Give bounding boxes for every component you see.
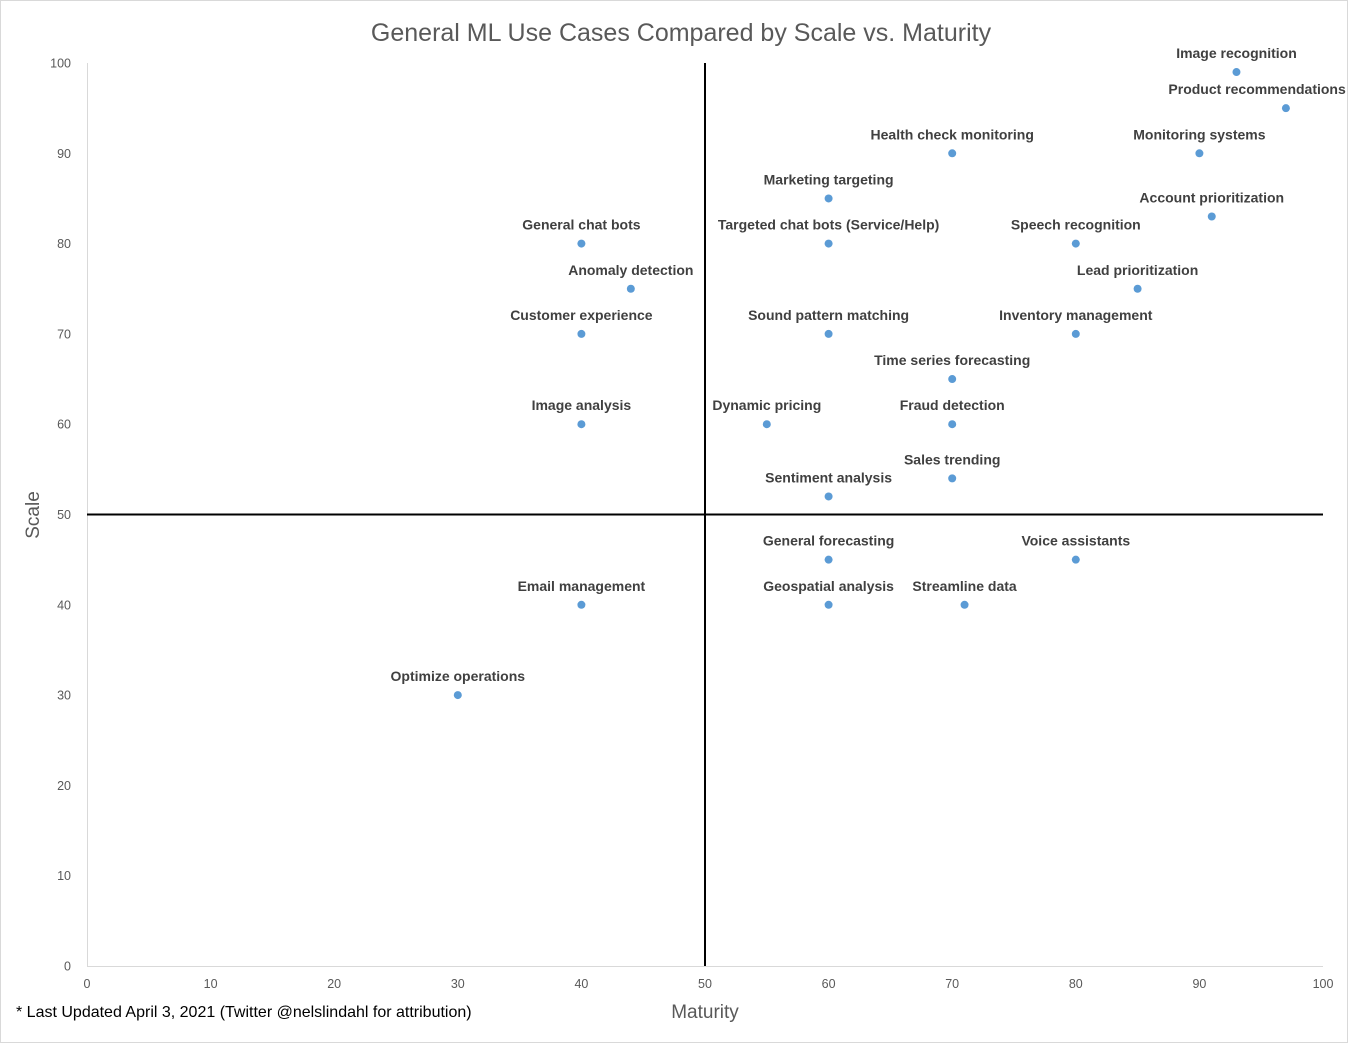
data-point	[1133, 284, 1142, 293]
data-points	[453, 68, 1290, 700]
data-point	[453, 691, 462, 700]
data-point	[1071, 555, 1080, 564]
data-label: Customer experience	[510, 307, 653, 323]
x-tick-label: 0	[84, 977, 91, 991]
y-tick-label: 10	[57, 869, 71, 883]
data-label: General chat bots	[522, 217, 640, 233]
data-point	[1195, 149, 1204, 158]
x-tick-label: 70	[945, 977, 959, 991]
data-label: Time series forecasting	[874, 352, 1030, 368]
data-label: Speech recognition	[1011, 217, 1141, 233]
x-tick-label: 40	[574, 977, 588, 991]
x-tick-label: 80	[1069, 977, 1083, 991]
data-point	[948, 420, 957, 429]
y-tick-label: 50	[57, 508, 71, 522]
data-point	[948, 375, 957, 384]
data-point	[960, 600, 969, 609]
data-point	[1071, 239, 1080, 248]
data-point	[1232, 68, 1241, 77]
x-tick-label: 90	[1192, 977, 1206, 991]
data-label: Inventory management	[999, 307, 1153, 323]
data-label: General forecasting	[763, 533, 895, 549]
data-label: Account prioritization	[1139, 190, 1284, 206]
y-tick-label: 80	[57, 237, 71, 251]
data-label: Image recognition	[1176, 45, 1297, 61]
x-tick-label: 50	[698, 977, 712, 991]
data-point	[948, 474, 957, 483]
data-label: Geospatial analysis	[763, 578, 894, 594]
y-tick-label: 30	[57, 689, 71, 703]
data-label: Image analysis	[532, 397, 632, 413]
x-tick-label: 100	[1313, 977, 1334, 991]
y-tick-label: 90	[57, 147, 71, 161]
data-point	[1207, 212, 1216, 221]
data-point	[1071, 329, 1080, 338]
data-label: Optimize operations	[391, 668, 526, 684]
data-point	[824, 492, 833, 501]
x-tick-label: 30	[451, 977, 465, 991]
y-tick-label: 100	[50, 57, 71, 71]
data-label: Targeted chat bots (Service/Help)	[718, 217, 939, 233]
data-label: Sentiment analysis	[765, 469, 892, 485]
data-label: Anomaly detection	[568, 262, 693, 278]
data-point	[824, 239, 833, 248]
y-axis-title: Scale	[23, 491, 44, 539]
data-label: Health check monitoring	[871, 126, 1034, 142]
y-tick-labels: 0 10 20 30 40 50 60 70 80 90 100	[50, 57, 71, 974]
data-label: Fraud detection	[900, 397, 1005, 413]
data-point	[948, 149, 957, 158]
data-point	[824, 600, 833, 609]
x-tick-labels: 0 10 20 30 40 50 60 70 80 90 100	[84, 977, 1334, 991]
x-tick-label: 20	[327, 977, 341, 991]
data-point	[577, 329, 586, 338]
data-label: Product recommendations	[1168, 81, 1346, 97]
x-axis-title: Maturity	[671, 1002, 739, 1023]
data-point	[577, 420, 586, 429]
data-label: Voice assistants	[1021, 533, 1130, 549]
y-tick-label: 0	[64, 960, 71, 974]
data-label: Lead prioritization	[1077, 262, 1198, 278]
data-label: Monitoring systems	[1133, 126, 1265, 142]
data-point	[824, 555, 833, 564]
y-tick-label: 60	[57, 418, 71, 432]
data-label: Marketing targeting	[764, 171, 894, 187]
data-label: Dynamic pricing	[712, 397, 821, 413]
y-tick-label: 20	[57, 779, 71, 793]
data-point	[824, 329, 833, 338]
x-tick-label: 60	[822, 977, 836, 991]
axes	[87, 63, 1323, 967]
chart-title: General ML Use Cases Compared by Scale v…	[371, 19, 992, 47]
data-label: Sound pattern matching	[748, 307, 909, 323]
data-point	[824, 194, 833, 203]
y-tick-label: 40	[57, 598, 71, 612]
y-tick-label: 70	[57, 327, 71, 341]
data-point	[1281, 104, 1290, 113]
data-point	[577, 239, 586, 248]
footnote: * Last Updated April 3, 2021 (Twitter @n…	[16, 1004, 472, 1021]
x-tick-label: 10	[204, 977, 218, 991]
data-point	[626, 284, 635, 293]
data-label: Email management	[518, 578, 646, 594]
data-point	[762, 420, 771, 429]
data-label: Streamline data	[912, 578, 1016, 594]
data-labels: Image recognition Product recommendations…	[391, 45, 1346, 684]
data-label: Sales trending	[904, 451, 1000, 467]
data-point	[577, 600, 586, 609]
